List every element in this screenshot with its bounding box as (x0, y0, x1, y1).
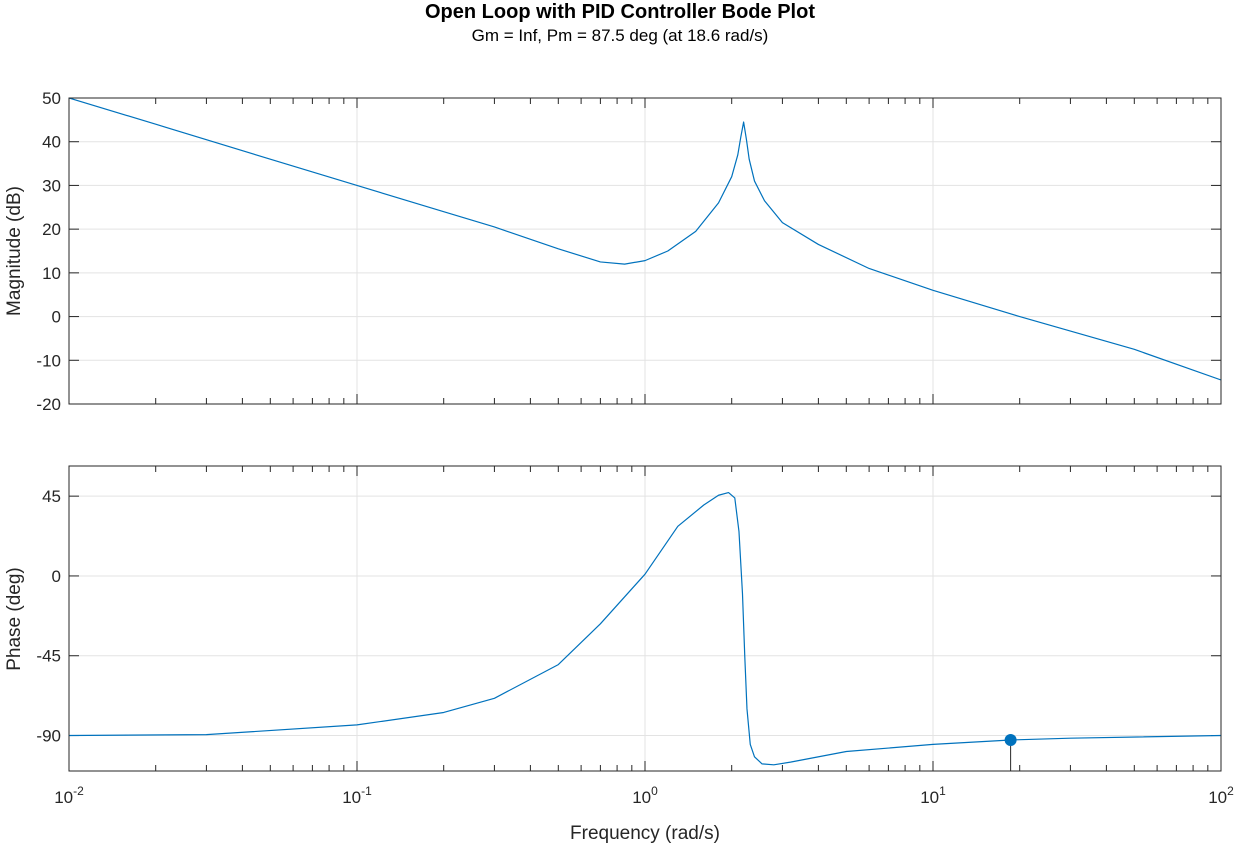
magnitude-y-tick-label: -20 (36, 395, 61, 414)
magnitude-y-tick-label: 20 (42, 220, 61, 239)
chart-title: Open Loop with PID Controller Bode Plot (425, 1, 815, 23)
magnitude-y-tick-label: 10 (42, 264, 61, 283)
phase-y-tick-label: 45 (42, 487, 61, 506)
magnitude-axis-label: Magnitude (dB) (4, 186, 25, 316)
x-tick-label: 101 (920, 784, 946, 807)
phase-axes: 45 0 -45 -90 10-2 10-1 100 101 102 (36, 465, 1234, 807)
x-axis-label: Frequency (rad/s) (570, 823, 720, 844)
magnitude-line (69, 98, 1221, 381)
magnitude-axes-box (68, 97, 1222, 405)
magnitude-y-tick-label: 30 (42, 176, 61, 195)
phase-margin-marker (1004, 733, 1017, 746)
x-tick-label: 102 (1208, 784, 1234, 807)
x-tick-label: 100 (632, 784, 658, 807)
chart-subtitle: Gm = Inf, Pm = 87.5 deg (at 18.6 rad/s) (471, 26, 769, 45)
magnitude-y-tick-label: 0 (52, 308, 61, 327)
phase-axes-box (68, 465, 1222, 772)
x-tick-label: 10-1 (342, 784, 372, 807)
magnitude-y-tick-label: -10 (36, 351, 61, 370)
magnitude-y-tick-label: 50 (42, 89, 61, 108)
phase-line (69, 492, 1221, 766)
phase-y-tick-label: -90 (36, 727, 61, 746)
magnitude-y-tick-label: 40 (42, 133, 61, 152)
phase-y-tick-label: -45 (36, 647, 61, 666)
phase-y-tick-label: 0 (52, 567, 61, 586)
magnitude-axes: 50 40 30 20 10 0 -10 -20 (36, 89, 1222, 414)
x-tick-label: 10-2 (54, 784, 84, 807)
phase-axis-label: Phase (deg) (4, 567, 25, 671)
